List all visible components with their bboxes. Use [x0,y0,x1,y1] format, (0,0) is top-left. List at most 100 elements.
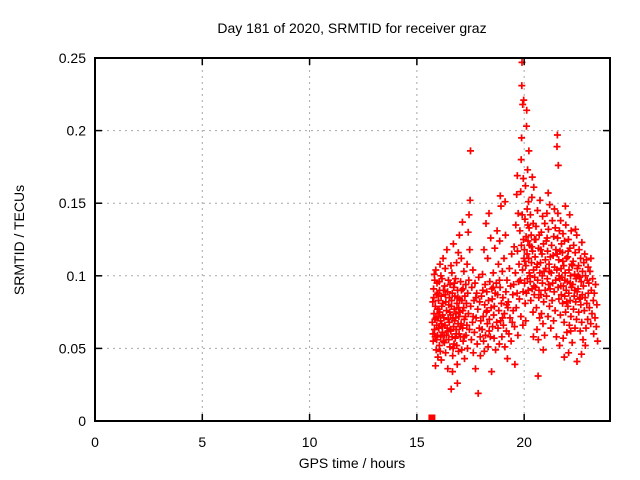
data-point [476,298,484,306]
data-point [560,262,568,270]
data-point [462,331,470,339]
data-point [521,279,529,287]
x-axis-label: GPS time / hours [299,455,406,471]
data-point [472,294,480,302]
data-point [485,297,492,304]
data-point [486,278,494,286]
data-point [431,326,438,333]
data-point [519,266,526,274]
data-point [584,263,592,271]
data-point [591,314,599,322]
data-point [533,326,541,333]
data-point [520,246,528,254]
data-point [479,313,487,320]
data-point [582,256,590,264]
data-point [530,183,538,191]
data-point [485,209,493,217]
data-point [525,198,532,206]
data-point [480,347,488,355]
data-point [594,337,602,345]
data-point [470,328,478,336]
data-point [562,308,570,316]
data-point [506,314,514,322]
data-point [575,246,583,254]
data-point [548,241,556,249]
data-points-group [428,58,602,422]
data-point [459,337,467,345]
data-point [453,379,461,387]
data-point [552,246,560,254]
data-point [558,249,566,257]
data-point [529,333,537,341]
data-point [547,269,555,277]
data-point [561,237,568,245]
data-point [512,304,520,312]
data-point [514,209,522,217]
data-point [529,308,537,316]
data-point [440,331,448,339]
data-point [559,334,567,342]
data-point [490,302,498,310]
y-axis-label: SRMTID / TECUs [11,185,27,295]
y-tick-label: 0 [78,413,86,429]
data-point [545,281,553,288]
data-point [473,340,481,348]
data-point [509,291,517,299]
data-point [541,331,549,339]
data-point [436,347,444,355]
data-point [582,272,589,280]
data-point [559,257,567,265]
data-point [486,333,494,341]
data-point [546,285,554,293]
data-point [586,267,594,275]
data-point [513,289,521,297]
data-point [439,254,447,262]
data-point [564,247,572,255]
data-point [554,161,562,169]
data-point [449,240,457,248]
data-point [573,358,581,365]
data-point [449,368,456,376]
data-point [531,253,539,261]
data-point [437,356,445,364]
data-point [431,315,439,323]
data-point [532,304,540,312]
data-point [456,323,464,331]
data-point [524,237,532,245]
data-point [462,299,470,307]
data-point [523,250,531,258]
chart-title: Day 181 of 2020, SRMTID for receiver gra… [217,20,486,36]
data-point [523,122,530,130]
data-point [517,313,525,320]
data-point [443,246,451,254]
data-point [590,330,598,338]
data-point [462,281,470,288]
data-point [570,305,577,313]
data-point [441,291,449,299]
data-point [435,297,442,304]
data-point [466,246,474,254]
data-point [442,349,450,357]
data-point [518,211,526,219]
data-point [484,343,492,351]
data-point [569,281,577,288]
data-point [429,337,437,345]
data-point [520,96,528,104]
y-tick-label: 0.05 [59,340,86,356]
x-tick-label: 20 [516,434,532,450]
data-point [469,349,477,357]
data-point [537,291,545,299]
data-point [546,201,554,209]
data-point [505,265,513,272]
data-point [565,289,573,297]
data-point [559,299,567,307]
data-point [464,344,471,352]
data-point [555,256,563,264]
data-point [580,307,588,315]
data-point [468,283,476,291]
data-point [564,236,572,243]
data-point [550,317,558,325]
data-point [517,156,525,164]
data-point [481,281,489,288]
